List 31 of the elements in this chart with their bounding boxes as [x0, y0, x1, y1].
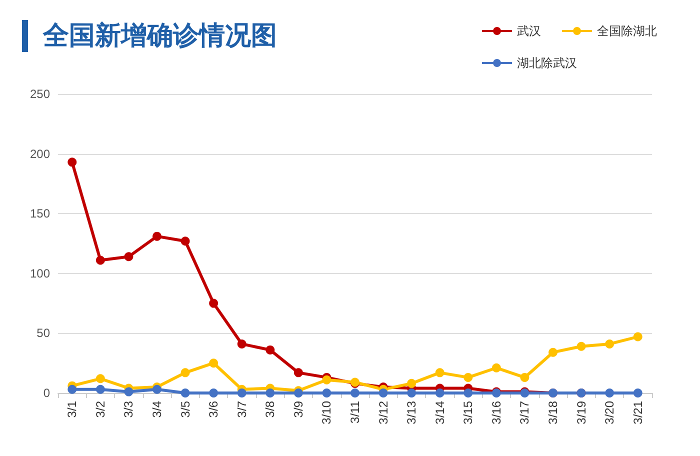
x-tick-label: 3/9 — [291, 400, 306, 418]
x-tick-label: 3/12 — [376, 400, 390, 424]
legend-label: 全国除湖北 — [597, 24, 657, 38]
x-tick-label: 3/14 — [432, 400, 447, 424]
x-tick-label: 3/19 — [574, 400, 588, 424]
x-tick-label: 3/20 — [602, 400, 617, 424]
x-tick-label: 3/11 — [348, 400, 362, 424]
x-tick-label: 3/8 — [263, 400, 278, 418]
x-tick-label: 3/16 — [489, 400, 504, 424]
x-tick-label: 3/10 — [320, 400, 334, 424]
y-tick-label: 100 — [30, 266, 50, 280]
x-tick-label: 3/5 — [178, 400, 192, 418]
x-tick-label: 3/7 — [234, 400, 249, 418]
y-tick-label: 0 — [43, 386, 50, 400]
x-tick-label: 3/6 — [206, 400, 221, 418]
x-tick-label: 3/18 — [546, 400, 560, 424]
x-tick-label: 3/3 — [122, 400, 136, 418]
x-tick-label: 3/13 — [404, 400, 419, 424]
x-tick-label: 3/21 — [630, 400, 645, 424]
y-tick-label: 200 — [30, 146, 50, 161]
y-tick-label: 50 — [36, 326, 50, 340]
legend-label: 湖北除武汉 — [517, 56, 577, 70]
y-tick-label: 250 — [30, 87, 50, 101]
x-tick-label: 3/2 — [93, 400, 108, 418]
x-tick-label: 3/17 — [518, 400, 532, 424]
x-tick-label: 3/4 — [150, 400, 164, 418]
x-tick-label: 3/1 — [65, 400, 80, 418]
x-tick-label: 3/15 — [461, 400, 476, 424]
legend-label: 武汉 — [517, 24, 541, 38]
chart-title: 全国新增确诊情况图 — [42, 21, 277, 51]
y-tick-label: 150 — [30, 206, 50, 221]
